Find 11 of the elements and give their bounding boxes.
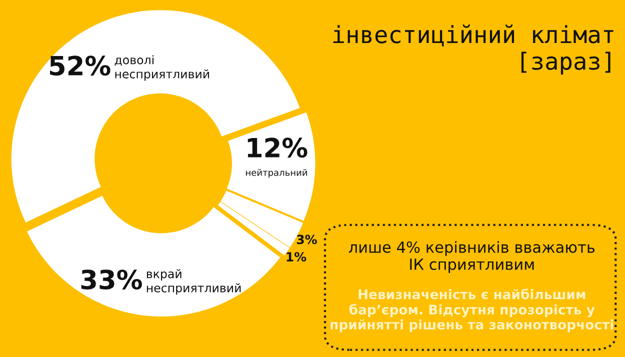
data-label: 33% (81, 270, 142, 290)
data-label: 12% (248, 138, 308, 158)
data-label: 1% (286, 252, 306, 262)
slice-label: доволі несприятливий (114, 55, 210, 81)
text: інвестиційний клімат [зараз] (333, 24, 614, 75)
text: Невизначеність є найбільшим бар’єром. Відсутня прозорість у прийнятті рішень та законотворчості (330, 288, 614, 332)
data-label: 3% (296, 234, 317, 244)
slice-label: вкрай несприятливий (146, 269, 241, 295)
data-label: 52% (50, 56, 110, 76)
slice-label: нейтральний (246, 168, 307, 178)
text: лише 4% керівників вважають ІК сприятливим (348, 241, 595, 273)
